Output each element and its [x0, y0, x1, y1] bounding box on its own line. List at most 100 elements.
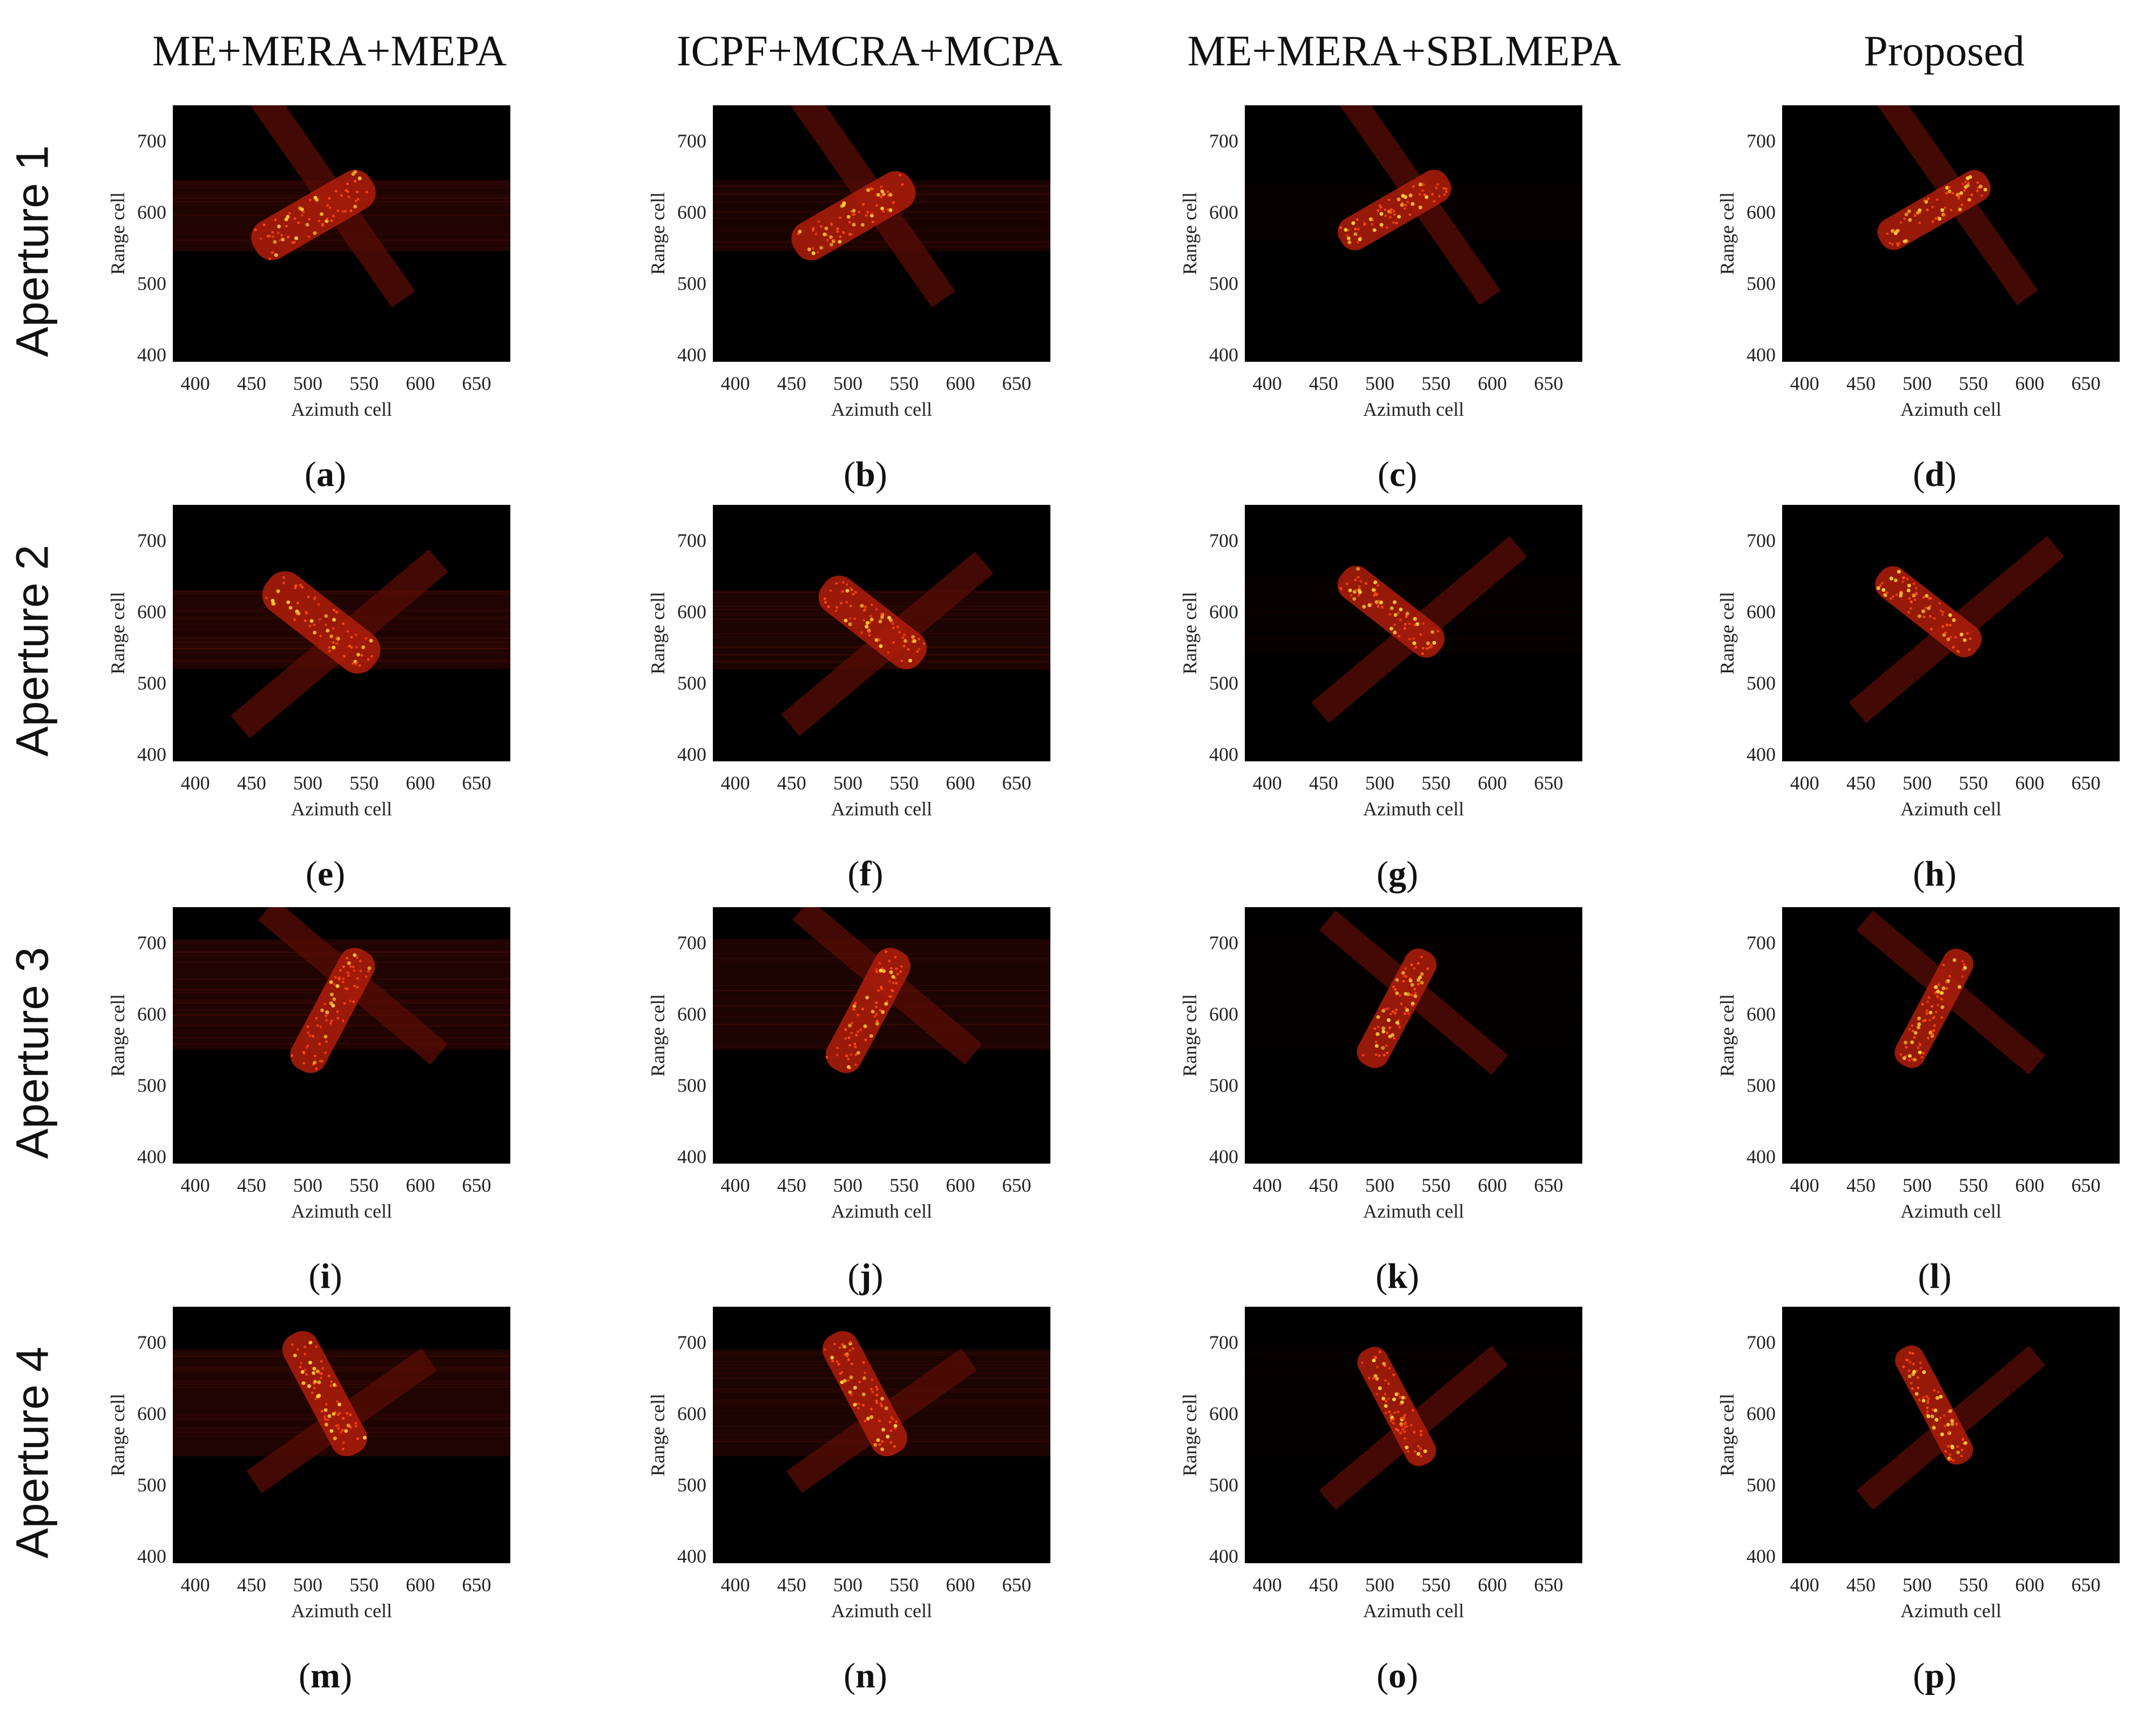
scatter-point [1907, 583, 1911, 587]
scatter-point [835, 1053, 839, 1057]
scatter-point [807, 247, 811, 252]
x-tick-label: 450 [1846, 1174, 1876, 1196]
scatter-point [337, 1402, 341, 1407]
x-tick-label: 600 [1478, 1574, 1507, 1596]
scatter-point [1931, 220, 1934, 224]
scatter-point [886, 190, 889, 193]
scatter-point [1917, 1386, 1920, 1389]
scatter-point [1387, 1397, 1390, 1400]
scatter-point [349, 1413, 352, 1416]
scatter-point [1934, 1010, 1938, 1014]
y-tick-label: 600 [1747, 1403, 1776, 1424]
scatter-point [860, 222, 865, 227]
scatter-point [845, 1055, 848, 1058]
scatter-point [1377, 1025, 1380, 1029]
scatter-point [341, 210, 345, 213]
panel-h: 400 450 500 550 600 650 400 500 600 700 Azimuth ce… [1707, 505, 2130, 934]
scatter-point [1914, 1391, 1919, 1396]
x-tick-label: 500 [1365, 1574, 1394, 1596]
panel-caption: (h) [1913, 854, 1957, 894]
scatter-point [1386, 1051, 1389, 1055]
scatter-point [1393, 1012, 1397, 1015]
scatter-point [1956, 1445, 1959, 1448]
scatter-point [896, 625, 899, 629]
scatter-point [850, 1393, 853, 1396]
x-axis-title: Azimuth cell [1900, 398, 2001, 420]
scatter-point [355, 985, 359, 989]
panel-o: 400 450 500 550 600 650 400 500 600 700 Azimuth ce… [1169, 1307, 1593, 1736]
scatter-point [353, 984, 356, 988]
scatter-point [841, 590, 844, 593]
scatter-point [1405, 975, 1408, 978]
scatter-point [852, 222, 856, 227]
scatter-point [840, 204, 844, 208]
chart-i: 400 450 500 550 600 650 400 500 600 700 Azimuth ce… [107, 907, 510, 1296]
scatter-point [1370, 603, 1373, 606]
scatter-point [1392, 600, 1397, 604]
scatter-point [1385, 1044, 1388, 1047]
scatter-point [1384, 1411, 1387, 1415]
scatter-point [279, 239, 282, 242]
scatter-point [851, 1022, 854, 1025]
x-tick-label: 650 [1534, 1574, 1563, 1596]
scatter-point [1422, 183, 1425, 186]
scatter-point [356, 198, 360, 201]
chart-j: 400 450 500 550 600 650 400 500 600 700 Azimuth ce… [647, 907, 1050, 1296]
y-axis-title: Range cell [107, 1394, 129, 1476]
scatter-point [1975, 190, 1979, 193]
scatter-point [1358, 237, 1362, 241]
x-tick-label: 400 [721, 772, 750, 794]
scatter-point [309, 619, 314, 623]
x-tick-label: 400 [721, 1174, 750, 1196]
scatter-point [1407, 1012, 1410, 1015]
scatter-point [320, 1008, 325, 1012]
y-tick-label: 600 [677, 201, 706, 223]
scatter-point [875, 1005, 878, 1009]
scatter-point [1924, 1019, 1927, 1022]
scatter-point [1910, 601, 1913, 604]
chart-n: 400 450 500 550 600 650 400 500 600 700 Azimuth ce… [647, 1307, 1050, 1696]
scatter-point [861, 1008, 864, 1011]
scatter-point [1347, 228, 1350, 232]
scatter-point [853, 1042, 857, 1045]
x-tick-label: 500 [1365, 1174, 1394, 1196]
y-tick-label: 400 [1747, 744, 1776, 765]
scatter-point [276, 589, 280, 593]
scatter-point [900, 965, 903, 968]
y-tick-label: 400 [1209, 744, 1238, 765]
panel-e: 400 450 500 550 600 650 400 500 600 700 Azimuth ce… [97, 505, 521, 934]
scatter-point [345, 1411, 348, 1415]
scatter-point [307, 1384, 311, 1388]
x-tick-label: 550 [1421, 1574, 1451, 1596]
scatter-point [302, 1062, 306, 1065]
scatter-point [887, 651, 890, 654]
scatter-point [325, 1040, 328, 1043]
scatter-point [325, 1010, 329, 1015]
scatter-point [892, 641, 895, 644]
scatter-point [1405, 1445, 1409, 1450]
scatter-point [1381, 1029, 1386, 1034]
scatter-point [1933, 1408, 1938, 1413]
scatter-point [339, 969, 342, 972]
scatter-point [1413, 617, 1417, 621]
scatter-point [1928, 1018, 1931, 1022]
scatter-point [869, 614, 872, 618]
scatter-point [830, 1355, 834, 1360]
scatter-point [1889, 597, 1892, 600]
x-tick-label: 600 [2015, 1174, 2044, 1196]
scatter-point [1940, 991, 1944, 995]
scatter-point [1410, 993, 1413, 996]
scatter-point [326, 1418, 329, 1421]
scatter-point [849, 1375, 853, 1380]
scatter-point [1908, 597, 1911, 600]
scatter-point [1964, 180, 1967, 184]
scatter-point [338, 1411, 341, 1415]
x-tick-label: 400 [1253, 772, 1282, 794]
scatter-point [341, 981, 345, 984]
scatter-point [880, 613, 884, 616]
scatter-point [277, 231, 280, 234]
x-tick-label: 500 [833, 373, 862, 394]
scatter-point [1963, 963, 1966, 967]
scatter-point [1927, 996, 1931, 999]
